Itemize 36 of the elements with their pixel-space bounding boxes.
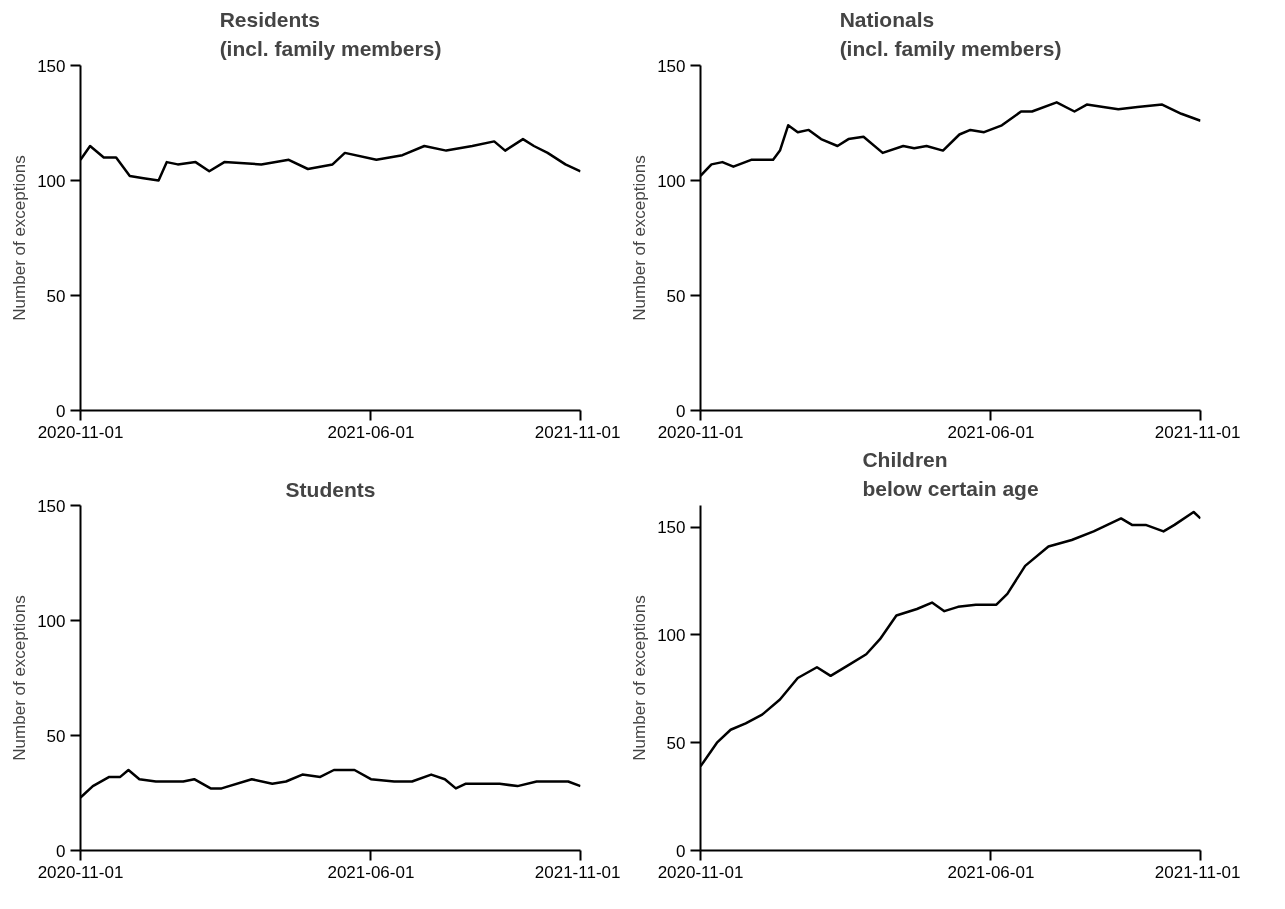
- y-tick-label: 50: [46, 286, 66, 306]
- x-tick-label: 2021-06-01: [327, 422, 415, 442]
- x-tick-label: 2021-06-01: [327, 862, 415, 882]
- y-tick-label: 150: [37, 56, 66, 76]
- x-tick-label: 2021-11-01: [534, 862, 621, 882]
- y-tick-label: 0: [56, 401, 66, 421]
- x-tick-label: 2021-06-01: [947, 862, 1035, 882]
- x-tick-label: 2020-11-01: [657, 862, 744, 882]
- y-tick-label: 150: [37, 496, 66, 516]
- chart-title: Children below certain age: [862, 447, 1039, 501]
- x-tick-label: 2020-11-01: [657, 422, 744, 442]
- x-tick-label: 2021-11-01: [1154, 422, 1241, 442]
- chart-title: Students: [285, 477, 376, 501]
- x-tick-label: 2021-06-01: [947, 422, 1035, 442]
- y-tick-label: 0: [676, 841, 686, 861]
- y-tick-label: 0: [676, 401, 686, 421]
- x-tick-label: 2020-11-01: [37, 862, 124, 882]
- y-tick-label: 100: [37, 171, 66, 191]
- x-tick-label: 2021-11-01: [1154, 862, 1241, 882]
- y-tick-label: 100: [37, 611, 66, 631]
- y-tick-label: 0: [56, 841, 66, 861]
- x-tick-label: 2021-11-01: [534, 422, 621, 442]
- chart-title: Residents (incl. family members): [219, 7, 442, 61]
- y-tick-label: 150: [657, 518, 686, 538]
- y-tick-label: 100: [657, 171, 686, 191]
- chart-title: Nationals (incl. family members): [839, 7, 1062, 61]
- y-axis-title: Number of exceptions: [10, 155, 30, 321]
- y-tick-label: 50: [46, 726, 66, 746]
- x-tick-label: 2020-11-01: [37, 422, 124, 442]
- y-axis-title: Number of exceptions: [10, 595, 30, 761]
- y-axis-title: Number of exceptions: [630, 155, 650, 321]
- y-axis-title: Number of exceptions: [630, 595, 650, 761]
- y-tick-label: 50: [666, 733, 686, 753]
- y-tick-label: 150: [657, 56, 686, 76]
- y-tick-label: 50: [666, 286, 686, 306]
- y-tick-label: 100: [657, 625, 686, 645]
